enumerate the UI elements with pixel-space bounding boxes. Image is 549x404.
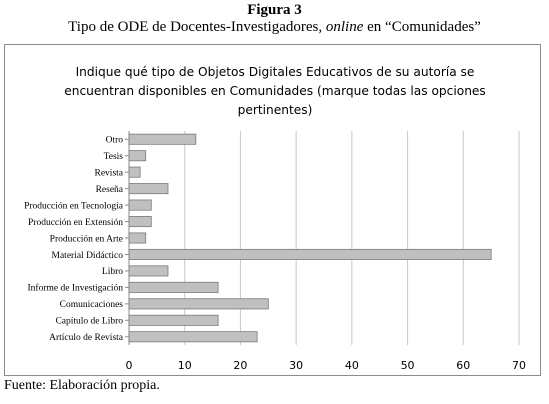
bar-3 [128,183,169,195]
category-label-12: Artículo de Revista [49,333,124,343]
bar-10 [128,298,269,310]
figure-title-italic: online [325,19,364,35]
figure-number: Figura 3 [247,2,302,18]
bar-1 [128,150,147,162]
category-label-1: Tesis [104,152,124,162]
bar-12 [128,331,258,343]
chart-title: Indique qué tipo de Objetos Digitales Ed… [45,63,505,120]
category-label-0: Otro [106,136,124,146]
bar-6 [128,232,147,244]
bar-chart: Otro Tesis Revista Reseña Producción en Tecn… [24,131,526,372]
bar-4 [128,199,152,211]
x-tick-label-7: 70 [512,359,526,372]
chart-frame: Indique qué tipo de Objetos Digitales Ed… [4,44,541,376]
bar-11 [128,314,219,326]
category-label-2: Revista [95,168,124,178]
category-label-7: Material Didáctico [52,251,124,261]
x-tick-label-4: 40 [345,359,359,372]
chart-title-line-3: pertinentes) [237,103,313,117]
x-tick-label-3: 30 [289,359,303,372]
bar-5 [128,216,152,228]
x-tick-label-1: 10 [178,359,192,372]
figure-title: Tipo de ODE de Docentes-Investigadores, … [0,19,549,36]
category-label-3: Reseña [96,185,124,195]
x-tick-label-6: 60 [456,359,470,372]
x-tick-label-0: 0 [126,359,133,372]
category-label-8: Libro [102,267,123,277]
category-label-4: Producción en Tecnología [24,201,124,211]
chart-title-line-2: encuentran disponibles en Comunidades (m… [64,84,486,98]
bar-8 [128,265,169,277]
x-tick-label-5: 50 [401,359,415,372]
figure-title-prefix: Tipo de ODE de Docentes-Investigadores, [68,19,326,35]
figure-heading: Figura 3 Tipo de ODE de Docentes-Investi… [0,2,549,36]
bar-7 [128,248,492,260]
chart-title-line-1: Indique qué tipo de Objetos Digitales Ed… [75,65,475,79]
source-note: Fuente: Elaboración propia. [4,378,160,393]
x-tick-label-2: 20 [233,359,247,372]
figure-title-suffix: en “Comunidades” [363,19,481,35]
bar-9 [128,281,219,293]
bar-2 [128,166,141,178]
category-label-6: Producción en Arte [50,234,123,244]
bar-0 [128,133,197,145]
category-label-11: Capítulo de Libro [55,317,123,327]
category-label-5: Producción en Extensión [28,218,123,228]
category-label-10: Comunicaciones [60,300,124,310]
category-label-9: Informe de Investigación [28,283,124,294]
